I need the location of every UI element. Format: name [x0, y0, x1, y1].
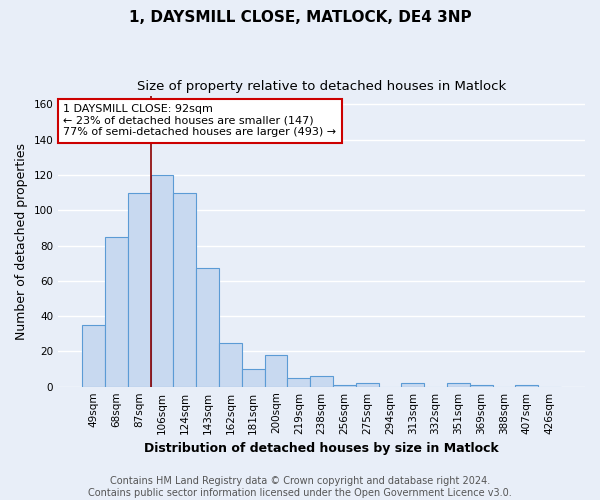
- Bar: [356, 383, 379, 386]
- Bar: [151, 175, 173, 386]
- Bar: [447, 383, 470, 386]
- Text: 1, DAYSMILL CLOSE, MATLOCK, DE4 3NP: 1, DAYSMILL CLOSE, MATLOCK, DE4 3NP: [128, 10, 472, 25]
- Bar: [173, 192, 196, 386]
- Bar: [242, 369, 265, 386]
- Bar: [515, 385, 538, 386]
- Bar: [82, 325, 105, 386]
- Title: Size of property relative to detached houses in Matlock: Size of property relative to detached ho…: [137, 80, 506, 93]
- Bar: [401, 383, 424, 386]
- Text: 1 DAYSMILL CLOSE: 92sqm
← 23% of detached houses are smaller (147)
77% of semi-d: 1 DAYSMILL CLOSE: 92sqm ← 23% of detache…: [64, 104, 337, 138]
- Bar: [333, 385, 356, 386]
- Bar: [265, 355, 287, 386]
- Bar: [470, 385, 493, 386]
- Bar: [128, 192, 151, 386]
- Bar: [219, 342, 242, 386]
- X-axis label: Distribution of detached houses by size in Matlock: Distribution of detached houses by size …: [144, 442, 499, 455]
- Bar: [196, 268, 219, 386]
- Bar: [310, 376, 333, 386]
- Text: Contains HM Land Registry data © Crown copyright and database right 2024.
Contai: Contains HM Land Registry data © Crown c…: [88, 476, 512, 498]
- Bar: [105, 236, 128, 386]
- Bar: [287, 378, 310, 386]
- Y-axis label: Number of detached properties: Number of detached properties: [15, 142, 28, 340]
